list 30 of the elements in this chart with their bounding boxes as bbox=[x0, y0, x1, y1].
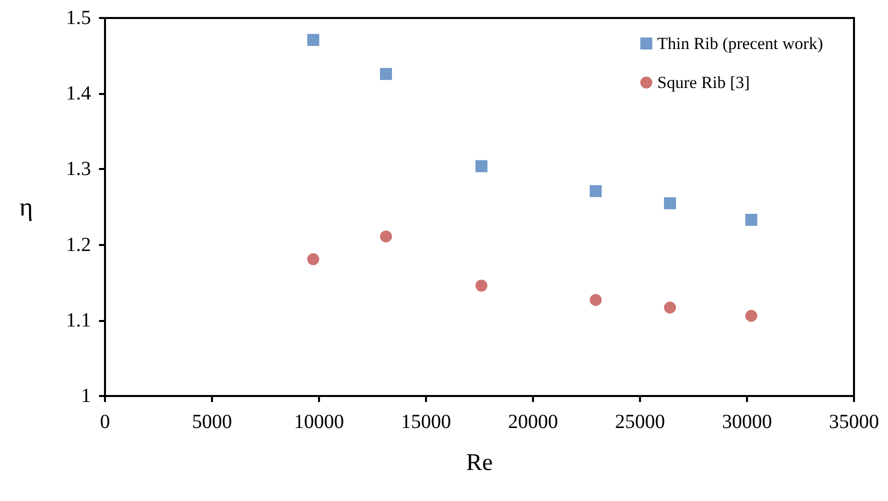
point bbox=[380, 68, 392, 80]
point bbox=[380, 230, 392, 242]
x-axis-title: Re bbox=[466, 450, 493, 476]
point bbox=[664, 197, 676, 210]
x-tick-label: 20000 bbox=[508, 411, 558, 433]
point bbox=[307, 34, 320, 46]
y-tick-label: 1 bbox=[81, 385, 91, 407]
x-tick-label: 30000 bbox=[722, 411, 772, 433]
y-tick-label: 1.1 bbox=[66, 309, 91, 332]
point bbox=[745, 214, 758, 226]
point bbox=[475, 160, 488, 172]
y-axis-title: η bbox=[19, 192, 33, 222]
y-tick-label: 1.3 bbox=[66, 158, 91, 180]
point bbox=[664, 302, 676, 314]
point bbox=[307, 253, 320, 266]
x-tick-label: 25000 bbox=[615, 411, 665, 433]
y-tick-label: 1.4 bbox=[66, 82, 91, 105]
legend-label: Squre Rib [3] bbox=[657, 73, 750, 92]
legend-label: Thin Rib (precent work) bbox=[657, 34, 824, 53]
x-tick-label: 0 bbox=[100, 411, 110, 433]
point bbox=[475, 280, 488, 292]
point bbox=[590, 185, 602, 198]
y-tick-label: 1.5 bbox=[66, 7, 91, 29]
x-tick-label: 15000 bbox=[401, 411, 451, 433]
y-tick-label: 1.2 bbox=[66, 234, 91, 256]
point bbox=[590, 294, 602, 306]
x-tick-label: 35000 bbox=[829, 411, 879, 433]
x-tick-label: 10000 bbox=[294, 411, 344, 433]
point bbox=[745, 310, 758, 322]
x-tick-label: 5000 bbox=[192, 411, 232, 433]
